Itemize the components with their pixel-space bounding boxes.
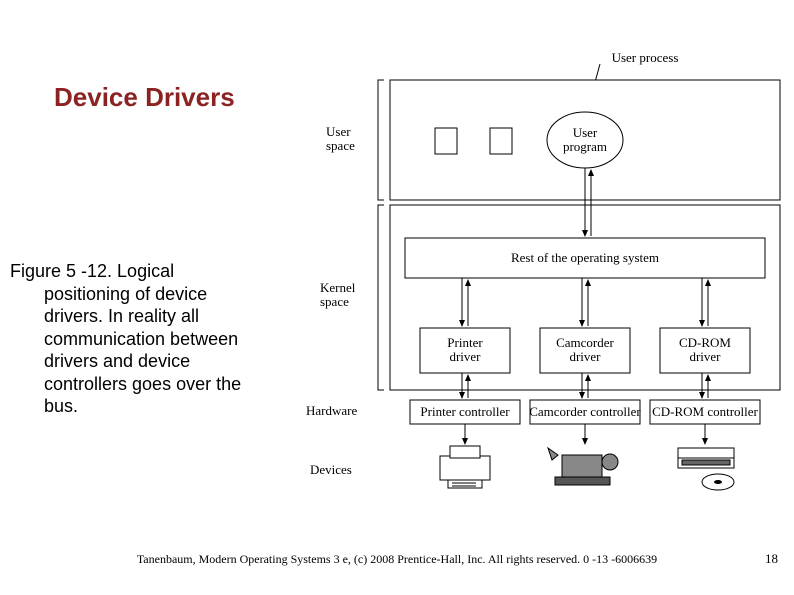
svg-text:User: User	[326, 124, 351, 139]
caption-body: positioning of device drivers. In realit…	[10, 283, 260, 418]
svg-text:Printer controller: Printer controller	[420, 404, 510, 419]
slide-footer: Tanenbaum, Modern Operating Systems 3 e,…	[0, 552, 794, 567]
user-process-label: User process	[612, 50, 679, 65]
svg-text:Hardware: Hardware	[306, 403, 357, 418]
svg-text:Kernel: Kernel	[320, 280, 356, 295]
svg-text:CD-ROM: CD-ROM	[679, 335, 731, 350]
printer-icon	[440, 446, 490, 488]
svg-text:driver: driver	[689, 349, 721, 364]
svg-text:Rest of the operating system: Rest of the operating system	[511, 250, 659, 265]
driver-boxes: Printer driver Camcorder driver CD-ROM d…	[420, 328, 750, 373]
svg-text:User: User	[573, 125, 598, 140]
svg-text:program: program	[563, 139, 607, 154]
device-drivers-diagram: User process User space Kernel space Har…	[280, 40, 785, 510]
svg-text:Devices: Devices	[310, 462, 352, 477]
svg-text:space: space	[326, 138, 355, 153]
controller-boxes: Printer controller Camcorder controller …	[410, 400, 760, 424]
svg-text:Camcorder: Camcorder	[556, 335, 614, 350]
figure-caption: Figure 5 -12. Logical positioning of dev…	[10, 260, 260, 418]
svg-text:driver: driver	[449, 349, 481, 364]
slide-title: Device Drivers	[54, 82, 235, 113]
svg-text:Printer: Printer	[447, 335, 483, 350]
caption-line1: Figure 5 -12. Logical	[10, 261, 174, 281]
proc-icon	[435, 128, 457, 154]
svg-text:Camcorder controller: Camcorder controller	[529, 404, 641, 419]
camcorder-icon	[548, 448, 618, 485]
svg-text:CD-ROM controller: CD-ROM controller	[652, 404, 758, 419]
cdrom-icon	[678, 448, 734, 490]
side-labels: User space Kernel space Hardware Devices	[306, 80, 384, 477]
svg-text:driver: driver	[569, 349, 601, 364]
proc-icon	[490, 128, 512, 154]
svg-text:space: space	[320, 294, 349, 309]
page-number: 18	[765, 551, 778, 567]
